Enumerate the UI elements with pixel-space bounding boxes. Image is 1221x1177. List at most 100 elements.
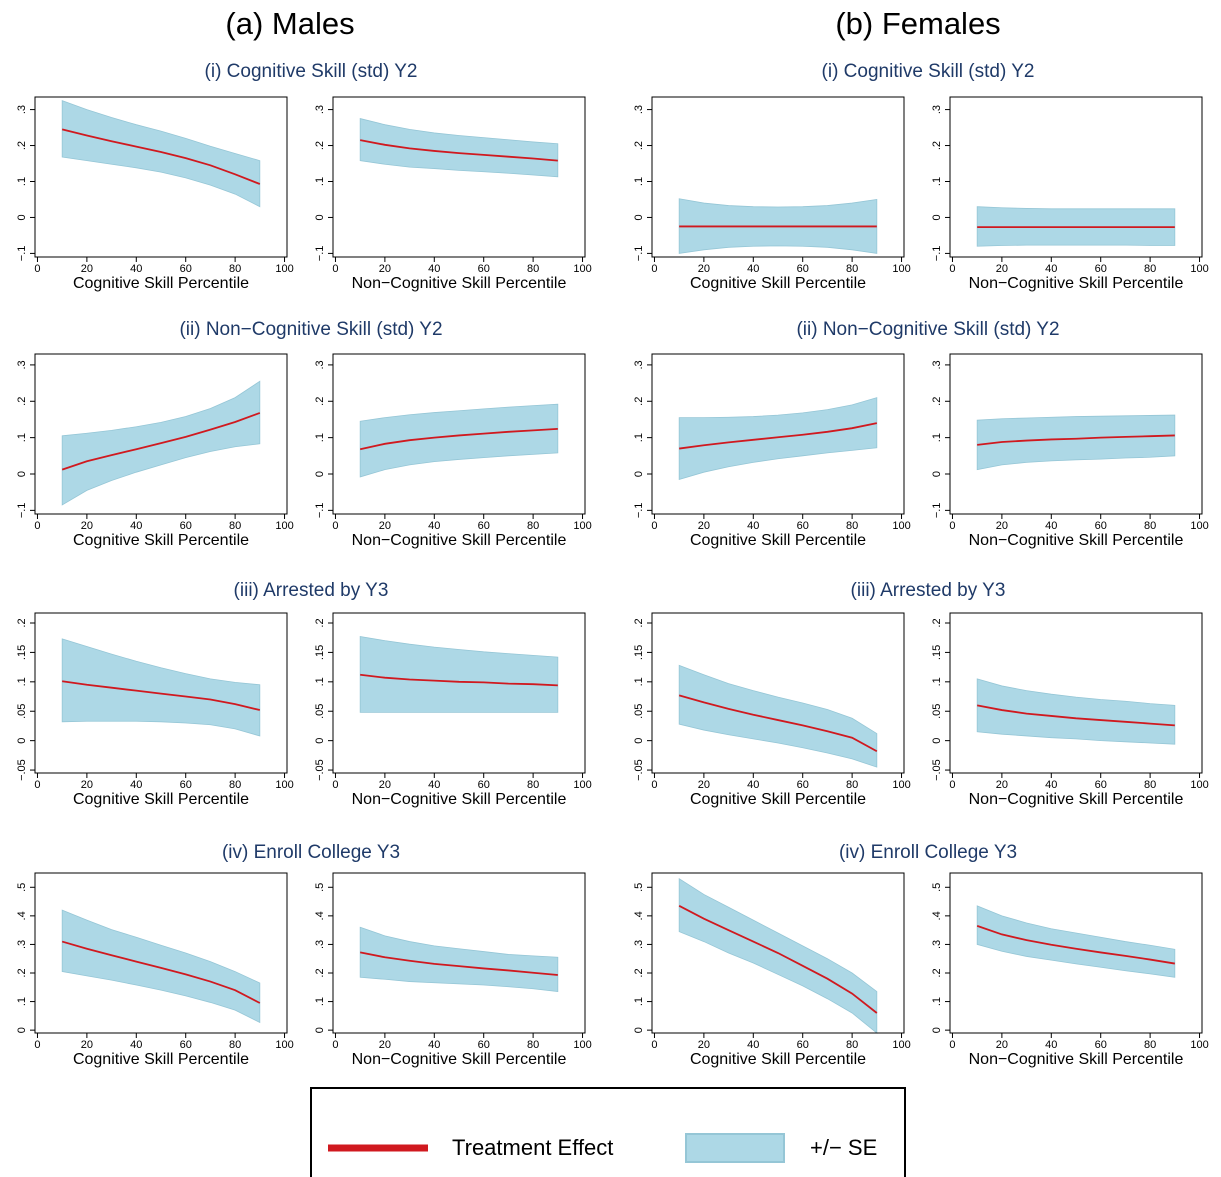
x-tick-label: 80 (1144, 779, 1156, 791)
x-axis-label: Non−Cognitive Skill Percentile (969, 532, 1184, 549)
x-tick-label: 60 (797, 1039, 809, 1051)
x-tick-label: 80 (229, 263, 241, 275)
x-tick-label: 0 (651, 263, 657, 275)
y-tick-label: .5 (314, 883, 326, 892)
y-tick-label: .2 (633, 397, 645, 406)
plot-frame (332, 96, 586, 258)
y-tick-label: .1 (314, 677, 326, 686)
y-tick-label: −.1 (931, 503, 943, 519)
legend-box (310, 1087, 906, 1177)
y-tick-label: .1 (931, 677, 943, 686)
x-tick-label: 40 (1045, 1039, 1057, 1051)
se-band (678, 397, 878, 480)
x-tick-label: 40 (1045, 520, 1057, 532)
x-tick-label: 0 (34, 1039, 40, 1051)
x-tick-label: 100 (573, 520, 591, 532)
panel: 0 20 40 60 80 100 −.05 0 .05 .1 .15 .2 Non−Cognitive… (931, 612, 1209, 808)
y-tick-label: .05 (633, 704, 645, 719)
x-tick-label: 40 (428, 263, 440, 275)
column-title: (a) Males (225, 6, 354, 41)
x-tick-label: 40 (130, 263, 142, 275)
plot-frame (949, 872, 1203, 1034)
x-tick-label: 100 (275, 779, 293, 791)
y-tick-label: .15 (931, 645, 943, 660)
y-tick-label: .1 (16, 997, 28, 1006)
y-tick-label: .15 (16, 645, 28, 660)
y-tick-label: 0 (16, 738, 28, 744)
x-tick-label: 20 (81, 263, 93, 275)
plot-frame (34, 872, 288, 1034)
x-tick-label: 100 (275, 1039, 293, 1051)
x-tick-label: 20 (996, 263, 1008, 275)
x-tick-label: 40 (1045, 779, 1057, 791)
x-tick-label: 0 (949, 779, 955, 791)
y-tick-label: .2 (314, 397, 326, 406)
x-tick-label: 80 (527, 520, 539, 532)
x-axis-label: Non−Cognitive Skill Percentile (352, 532, 567, 549)
x-tick-label: 60 (180, 779, 192, 791)
y-tick-label: −.1 (314, 246, 326, 262)
x-tick-label: 100 (275, 520, 293, 532)
column-title: (b) Females (835, 6, 1000, 41)
y-tick-label: .3 (931, 105, 943, 114)
panel: 0 20 40 60 80 100 −.1 0 .1 .2 .3 Non−Cognitive Skil… (931, 353, 1209, 549)
se-band (61, 638, 261, 737)
legend: Treatment Effect +/− SE (310, 1087, 906, 1177)
x-tick-label: 60 (797, 520, 809, 532)
x-tick-label: 0 (332, 520, 338, 532)
row-title: (iii) Arrested by Y3 (234, 580, 389, 601)
se-band (61, 909, 261, 1024)
y-tick-label: .05 (314, 704, 326, 719)
x-axis-label: Cognitive Skill Percentile (73, 1051, 249, 1068)
effect-line (360, 673, 558, 687)
y-tick-label: −.1 (633, 246, 645, 262)
x-tick-label: 60 (180, 520, 192, 532)
y-tick-label: .3 (314, 105, 326, 114)
plot-frame (34, 353, 288, 515)
panel: 0 20 40 60 80 100 −.1 0 .1 .2 .3 Non−Cognitive Skil… (931, 96, 1209, 292)
y-tick-label: .1 (314, 997, 326, 1006)
y-tick-label: 0 (931, 214, 943, 220)
y-tick-label: .3 (633, 940, 645, 949)
x-tick-label: 20 (698, 1039, 710, 1051)
x-tick-label: 40 (747, 263, 759, 275)
plot-frame (949, 353, 1203, 515)
y-tick-label: .3 (633, 360, 645, 369)
x-tick-label: 20 (81, 779, 93, 791)
x-tick-label: 100 (1190, 779, 1208, 791)
x-tick-label: 60 (797, 263, 809, 275)
y-tick-label: 0 (931, 1027, 943, 1033)
x-tick-label: 100 (573, 1039, 591, 1051)
x-tick-label: 40 (747, 520, 759, 532)
x-tick-label: 60 (478, 263, 490, 275)
x-axis-label: Cognitive Skill Percentile (73, 275, 249, 292)
effect-line (679, 422, 878, 450)
y-tick-label: −.1 (314, 503, 326, 519)
x-tick-label: 0 (332, 779, 338, 791)
se-band (976, 905, 1176, 978)
se-band (976, 414, 1176, 471)
se-band (678, 664, 878, 768)
x-tick-label: 80 (846, 1039, 858, 1051)
y-tick-label: 0 (931, 471, 943, 477)
y-tick-label: 0 (16, 1027, 28, 1033)
x-tick-label: 60 (478, 520, 490, 532)
x-tick-label: 80 (846, 263, 858, 275)
x-tick-label: 0 (949, 520, 955, 532)
panel: 0 20 40 60 80 100 −.1 0 .1 .2 .3 Cognitive Skill Pe… (633, 353, 911, 549)
y-tick-label: −.05 (931, 759, 943, 781)
x-tick-label: 40 (747, 1039, 759, 1051)
x-tick-label: 0 (949, 1039, 955, 1051)
x-tick-label: 40 (130, 520, 142, 532)
x-tick-label: 20 (379, 263, 391, 275)
panel: 0 20 40 60 80 100 0 .1 .2 .3 .4 .5 Non−Cognitive Ski… (314, 872, 592, 1068)
x-axis-label: Non−Cognitive Skill Percentile (352, 791, 567, 808)
x-tick-label: 100 (275, 263, 293, 275)
y-tick-label: 0 (314, 214, 326, 220)
y-tick-label: .1 (931, 997, 943, 1006)
legend-label: +/− SE (810, 1135, 877, 1160)
x-tick-label: 100 (1190, 263, 1208, 275)
row-title: (iii) Arrested by Y3 (851, 580, 1006, 601)
row-title: (iv) Enroll College Y3 (222, 842, 400, 863)
x-tick-label: 60 (1095, 1039, 1107, 1051)
